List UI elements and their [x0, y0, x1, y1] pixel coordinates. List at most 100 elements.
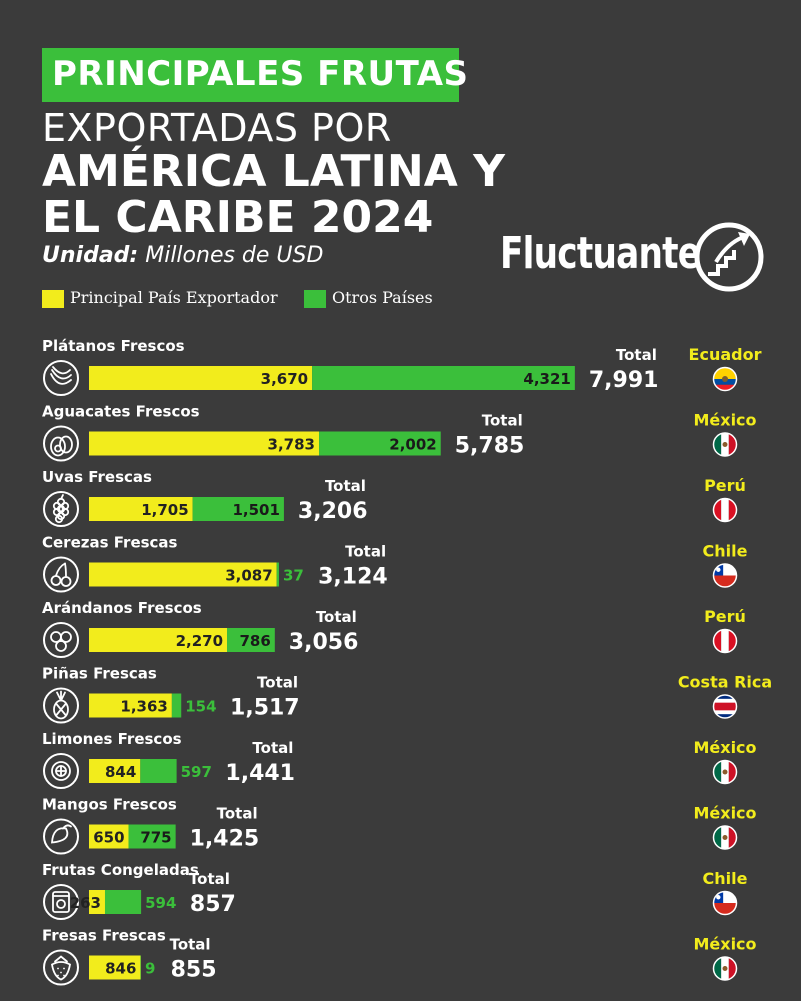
peru-flag-icon-body — [713, 629, 737, 653]
strawberry-icon-seed — [57, 974, 59, 977]
fluctuante-logo-icon — [694, 222, 764, 292]
peru-flag-icon-red-left — [713, 629, 722, 653]
peru-flag-icon-border — [712, 497, 738, 523]
chart-row: Mangos Frescos 650 775 1,425 Total México — [42, 796, 757, 855]
unit-caption: Unidad: Millones de USD — [42, 243, 323, 268]
chart-row: Uvas Frescas 1,705 1,501 3,206 Total Perú — [42, 468, 746, 527]
pineapple-icon — [43, 687, 79, 724]
legend-swatch-primary — [42, 289, 64, 308]
label-primary: 2,270 — [176, 632, 223, 650]
chart-row: Arándanos Frescos 2,270 786 3,056 Total Perú — [42, 599, 746, 658]
bar-primary — [89, 628, 228, 652]
strawberry-icon-shape — [54, 955, 68, 963]
label-others: 2,002 — [389, 436, 436, 454]
cherries-icon-shape — [50, 575, 62, 586]
title-line-2: EXPORTADAS POR — [42, 106, 392, 150]
bar-primary — [89, 890, 105, 914]
bar-others — [104, 890, 142, 914]
mexico-flag-icon-emblem — [722, 835, 728, 840]
mexico-flag-icon-border — [712, 759, 738, 785]
peru-flag-icon-border — [712, 628, 738, 654]
bar-primary — [89, 562, 277, 587]
chile-flag-icon-red — [713, 575, 737, 587]
ecuador-flag-icon-border — [712, 366, 738, 392]
label-others: 1,501 — [232, 501, 279, 519]
total-value: 5,785 — [455, 434, 525, 459]
mexico-flag-icon-body — [713, 957, 737, 980]
label-others: 786 — [239, 632, 270, 650]
label-primary: 263 — [70, 894, 101, 912]
strawberry-icon-ring — [43, 949, 79, 986]
chart-row: Plátanos Frescos 3,670 4,321 7,991 Total Ecua… — [42, 337, 762, 396]
total-value: 3,206 — [298, 499, 368, 524]
frozen-fruit-icon-ring — [43, 884, 79, 920]
title-line-1: PRINCIPALES FRUTAS — [52, 54, 469, 94]
strawberry-icon-seed — [63, 967, 65, 970]
chart-row: Fresas Frescas 846 9 855 Total México — [42, 927, 757, 986]
total-label: Total — [616, 346, 657, 364]
label-others: 597 — [181, 763, 212, 781]
ecuador-flag-icon-red — [713, 384, 737, 391]
mexico-flag-icon-body — [713, 433, 737, 456]
costa-rica-flag-icon-body — [713, 695, 737, 718]
grapes-icon-ring — [43, 491, 79, 527]
mexico-flag-icon-green — [713, 760, 722, 784]
bar-primary — [89, 955, 141, 980]
mexico-flag-icon-green — [713, 957, 722, 980]
title-line-3: AMÉRICA LATINA Y — [42, 146, 505, 197]
chart-row: Frutas Congeladas 263 594 857 Total Chile — [42, 861, 748, 920]
bar-others — [192, 497, 284, 521]
avocado-icon-shape — [59, 435, 73, 454]
total-label: Total — [217, 805, 258, 823]
peru-flag-icon — [712, 497, 738, 523]
bar-others — [276, 562, 279, 587]
chart-row: Cerezas Frescas 3,087 37 3,124 Total Chile — [42, 534, 748, 593]
ecuador-flag-icon-body — [713, 367, 737, 391]
bar-primary — [89, 824, 129, 849]
category-label: Limones Frescos — [42, 730, 182, 748]
mexico-flag-icon-body — [713, 760, 737, 784]
strawberry-icon-seed — [63, 974, 65, 977]
pineapple-icon-ring — [43, 687, 79, 724]
total-value: 1,517 — [230, 696, 300, 721]
category-label: Uvas Frescas — [42, 468, 152, 486]
label-primary: 844 — [105, 763, 136, 781]
category-label: Frutas Congeladas — [42, 861, 199, 879]
title-highlight-box — [42, 48, 459, 102]
category-label: Plátanos Frescos — [42, 337, 185, 355]
bar-primary — [89, 366, 313, 390]
bar-primary — [89, 497, 193, 521]
mexico-flag-icon-emblem — [722, 769, 728, 775]
total-value: 857 — [190, 892, 236, 917]
label-others: 9 — [145, 960, 155, 978]
chart-row: Limones Frescos 844 597 1,441 Total México — [42, 730, 757, 789]
total-value: 855 — [171, 958, 217, 983]
label-primary: 1,705 — [141, 501, 188, 519]
chile-flag-icon-border — [712, 563, 738, 588]
frozen-fruit-icon — [43, 884, 79, 920]
mexico-flag-icon — [712, 956, 738, 981]
chile-flag-icon-white — [713, 891, 737, 903]
label-primary: 3,670 — [261, 370, 308, 388]
bar-others — [319, 431, 441, 456]
legend-item-others: Otros Países — [304, 288, 433, 308]
legend-label-primary: Principal País Exportador — [70, 288, 278, 307]
mexico-flag-icon-border — [712, 432, 738, 457]
blueberries-icon-ring — [43, 622, 79, 658]
mexico-flag-icon-red — [728, 826, 737, 849]
banana-icon-shape — [51, 369, 72, 380]
label-others: 594 — [145, 894, 176, 912]
bar-others — [128, 824, 176, 849]
chile-flag-icon-star — [716, 567, 721, 572]
chart-row: Piñas Frescas 1,363 154 1,517 Total Costa Ric… — [42, 665, 772, 724]
blueberries-icon-shape — [60, 631, 72, 643]
banana-icon-ring — [43, 360, 79, 396]
lemon-icon-shape — [55, 765, 67, 777]
country-label: Ecuador — [689, 345, 762, 364]
pineapple-icon-shape — [55, 702, 67, 717]
label-others: 154 — [185, 698, 216, 716]
mexico-flag-icon-green — [713, 433, 722, 456]
mexico-flag-icon-red — [728, 957, 737, 980]
country-label: Chile — [703, 869, 748, 888]
bar-primary — [89, 759, 141, 783]
